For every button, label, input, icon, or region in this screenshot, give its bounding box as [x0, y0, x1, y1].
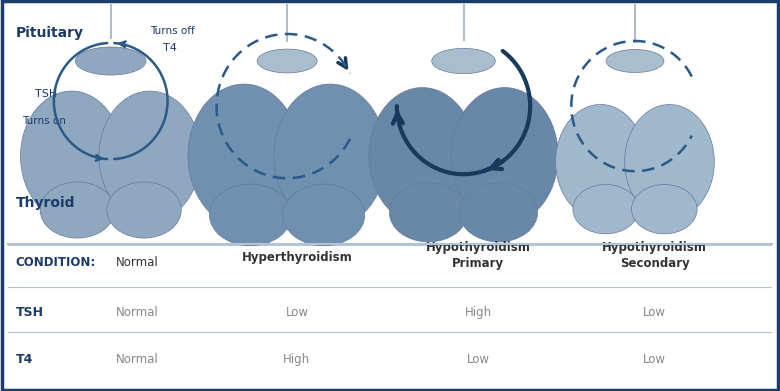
Text: High: High — [283, 353, 310, 366]
Text: Low: Low — [466, 353, 490, 366]
Ellipse shape — [89, 131, 133, 181]
Ellipse shape — [441, 130, 487, 182]
Ellipse shape — [188, 84, 300, 227]
Text: High: High — [465, 306, 491, 319]
Ellipse shape — [459, 183, 537, 242]
Ellipse shape — [625, 104, 714, 219]
Text: T4: T4 — [16, 353, 33, 366]
Text: Pituitary: Pituitary — [16, 26, 83, 40]
Text: Hypothyroidism
Primary: Hypothyroidism Primary — [426, 241, 530, 270]
Text: Normal: Normal — [115, 306, 158, 319]
Ellipse shape — [555, 104, 645, 219]
Text: Normal: Normal — [115, 353, 158, 366]
Text: Low: Low — [643, 306, 666, 319]
Text: Thyroid: Thyroid — [16, 196, 75, 210]
Text: Hyperthyroidism: Hyperthyroidism — [242, 251, 353, 264]
Text: Low: Low — [285, 306, 308, 319]
Ellipse shape — [451, 88, 558, 224]
Ellipse shape — [263, 128, 311, 183]
Text: TSH: TSH — [35, 89, 58, 99]
Ellipse shape — [606, 50, 664, 72]
Ellipse shape — [632, 185, 697, 234]
Text: TSH: TSH — [16, 306, 44, 319]
Text: Hypothyroidism
Secondary: Hypothyroidism Secondary — [602, 241, 707, 270]
Ellipse shape — [369, 88, 476, 224]
Ellipse shape — [257, 49, 317, 73]
Ellipse shape — [20, 91, 122, 221]
Text: Normal: Normal — [115, 256, 158, 269]
Ellipse shape — [283, 184, 365, 246]
Ellipse shape — [432, 48, 495, 74]
Ellipse shape — [615, 140, 654, 184]
Text: CONDITION:: CONDITION: — [16, 256, 96, 269]
Text: Turns on: Turns on — [23, 116, 66, 126]
Text: Low: Low — [643, 353, 666, 366]
Text: Turns off: Turns off — [150, 26, 195, 36]
Ellipse shape — [389, 183, 468, 242]
Ellipse shape — [210, 184, 292, 246]
Ellipse shape — [99, 91, 201, 221]
Ellipse shape — [40, 182, 115, 238]
Ellipse shape — [274, 84, 386, 227]
Ellipse shape — [573, 185, 639, 234]
Ellipse shape — [76, 47, 146, 75]
Ellipse shape — [107, 182, 181, 238]
Text: T4: T4 — [163, 43, 176, 53]
